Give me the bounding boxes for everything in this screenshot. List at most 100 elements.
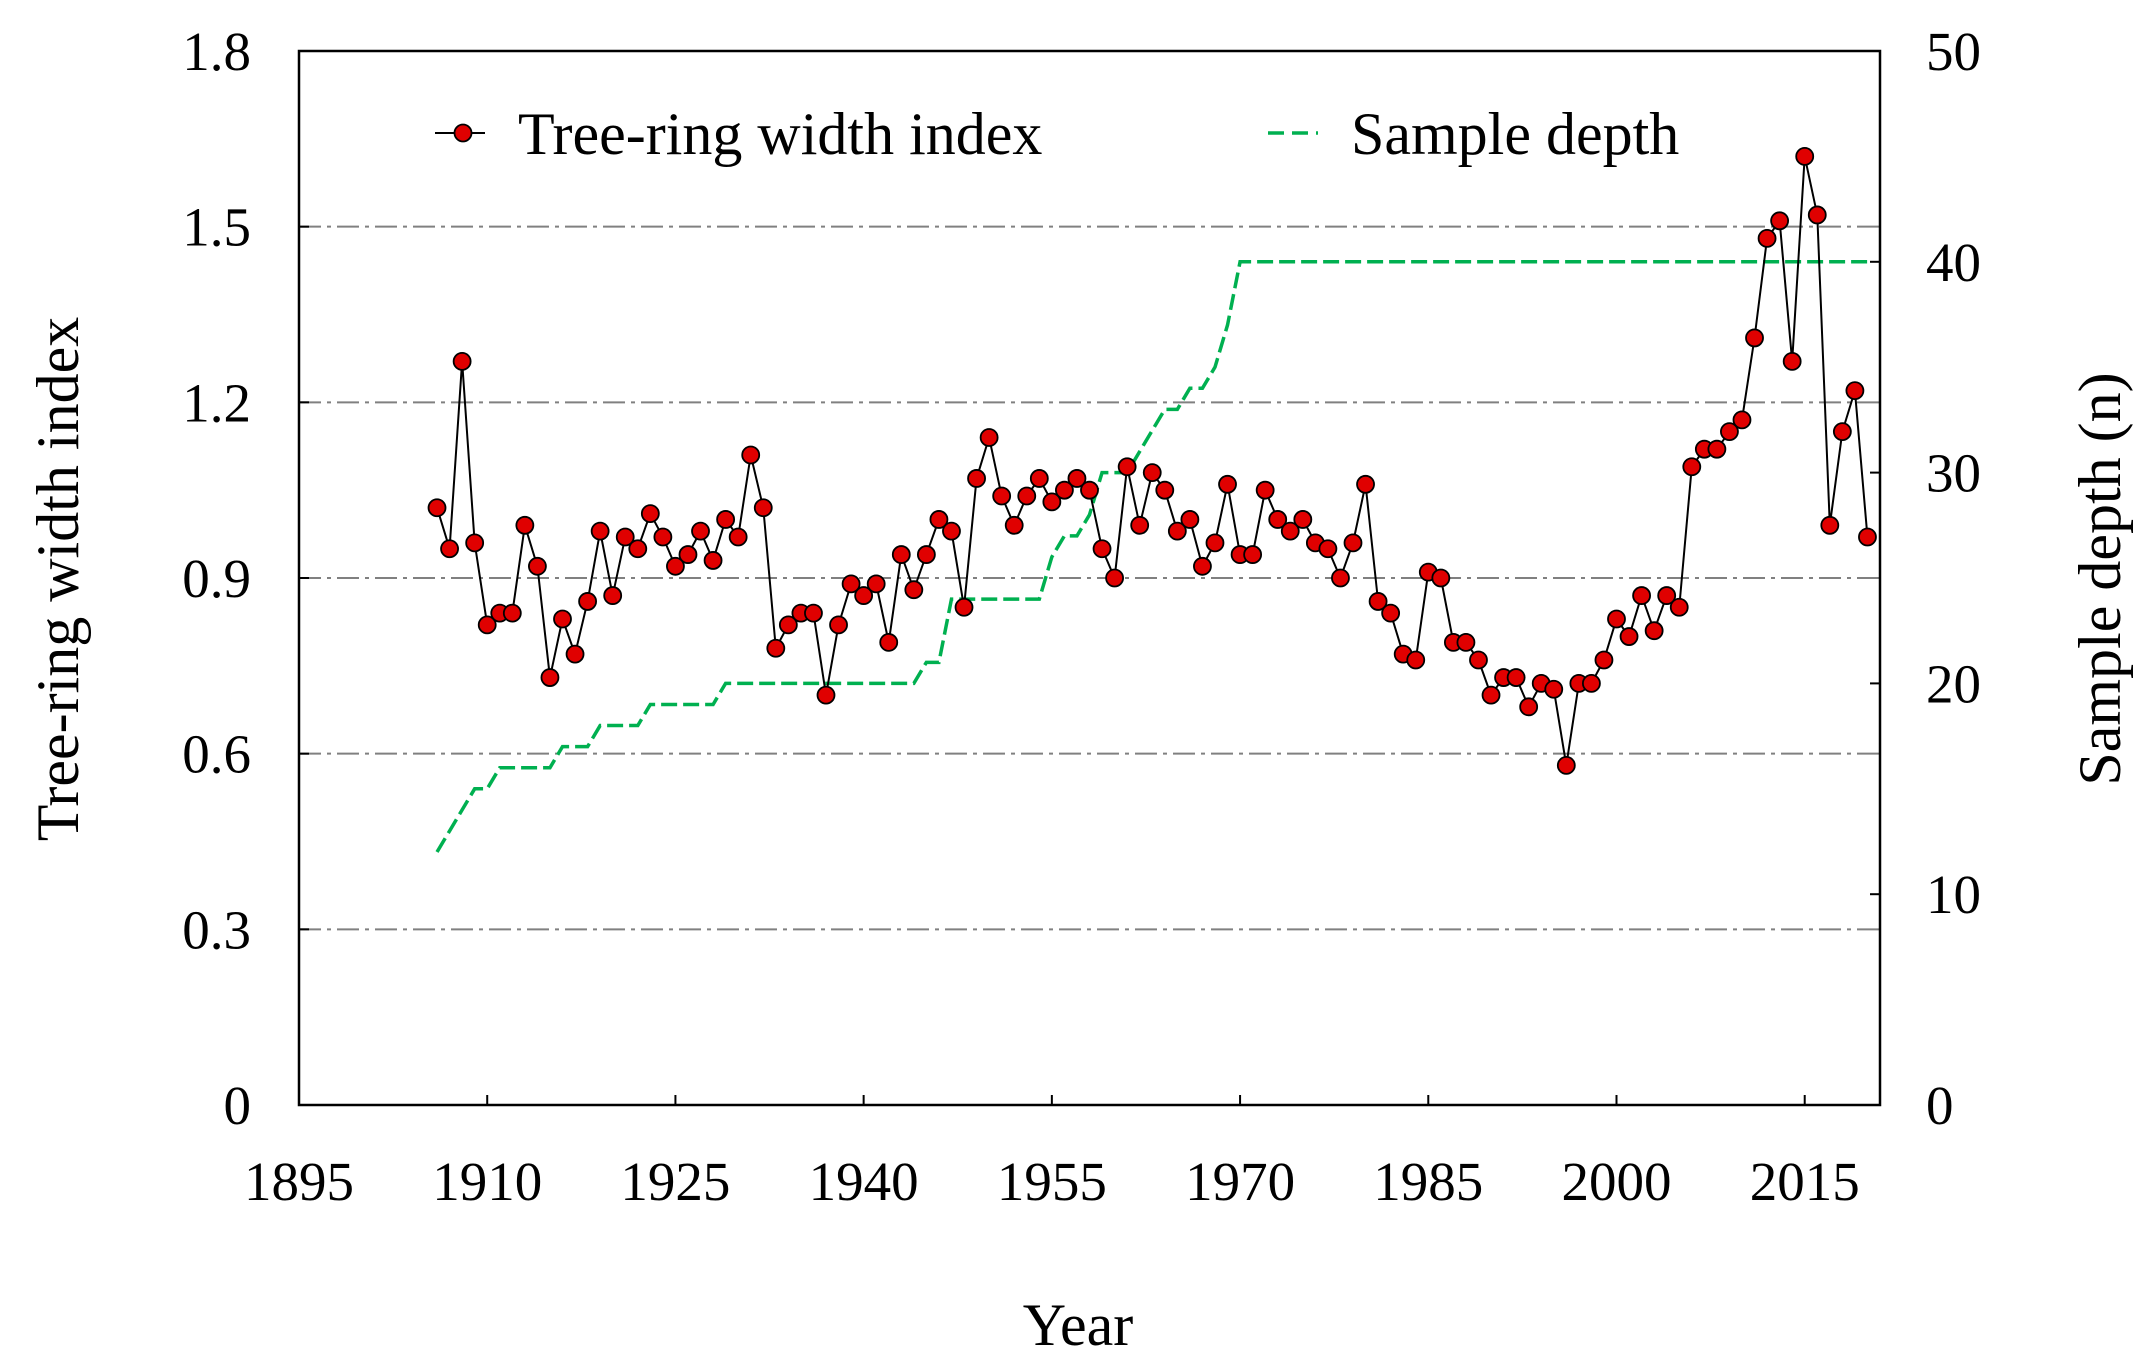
index-marker	[753, 498, 773, 518]
index-marker	[741, 445, 761, 465]
index-marker	[1205, 533, 1225, 553]
y-tick-label: 0.3	[182, 899, 251, 960]
depth-line	[435, 260, 1868, 853]
index-marker	[778, 615, 798, 635]
index-marker	[691, 521, 710, 541]
index-line	[436, 156, 1869, 766]
index-marker	[1067, 469, 1087, 488]
index-marker	[1770, 211, 1790, 231]
index-marker	[452, 351, 472, 371]
index-marker	[1682, 457, 1702, 477]
index-marker	[1807, 205, 1827, 225]
index-marker	[942, 521, 961, 541]
index-marker	[440, 539, 459, 559]
y2-tick-label: 30	[1926, 443, 1981, 504]
y2-tick-label: 20	[1926, 653, 1981, 714]
index-marker	[766, 638, 786, 658]
index-marker	[1105, 568, 1124, 588]
x-tick-label: 1940	[809, 1151, 919, 1212]
index-marker	[1193, 556, 1212, 576]
index-marker	[929, 510, 949, 529]
index-marker	[1707, 439, 1727, 459]
index-marker	[1632, 586, 1651, 605]
index-marker	[1456, 633, 1476, 652]
x-tick-label: 1985	[1373, 1151, 1483, 1212]
index-marker	[1845, 381, 1865, 401]
index-marker	[1155, 480, 1175, 500]
index-marker	[565, 644, 585, 664]
index-marker	[1481, 685, 1501, 705]
index-marker	[1757, 228, 1777, 248]
x-tick-label: 1955	[997, 1151, 1107, 1212]
index-marker	[1331, 568, 1350, 588]
legend-label: Tree-ring width index	[518, 101, 1042, 167]
index-marker	[916, 545, 936, 564]
index-marker	[1343, 533, 1363, 553]
index-marker	[816, 685, 836, 705]
index-marker	[866, 574, 886, 594]
y-axis-title: Tree-ring width index	[25, 317, 91, 841]
index-marker	[1582, 674, 1601, 693]
index-marker	[628, 539, 648, 559]
index-marker	[1029, 469, 1049, 488]
index-marker	[1594, 650, 1614, 670]
index-marker	[1042, 492, 1062, 512]
index-marker	[904, 580, 924, 600]
index-marker	[1293, 510, 1313, 529]
index-marker	[1720, 422, 1739, 442]
x-tick-label: 1895	[244, 1151, 354, 1212]
x-tick-label: 1910	[432, 1151, 542, 1212]
x-axis-title: Year	[1023, 1292, 1134, 1358]
y-tick-label: 0.6	[182, 724, 251, 785]
index-marker	[653, 527, 673, 547]
index-marker	[578, 592, 597, 611]
index-marker	[829, 615, 848, 635]
index-marker	[1745, 328, 1764, 348]
y-tick-label: 0	[224, 1075, 252, 1136]
index-marker	[477, 615, 497, 635]
index-marker	[979, 428, 999, 447]
index-marker	[1607, 609, 1626, 629]
index-marker	[540, 668, 560, 687]
index-marker	[1243, 545, 1263, 564]
index-marker	[1368, 592, 1388, 611]
index-marker	[1130, 515, 1150, 535]
y2-tick-label: 50	[1926, 21, 1981, 82]
index-marker	[1795, 146, 1815, 166]
index-marker	[1556, 755, 1576, 775]
index-marker	[553, 609, 572, 629]
index-marker	[891, 545, 911, 564]
x-tick-label: 1970	[1185, 1151, 1295, 1212]
index-marker	[678, 545, 698, 564]
index-marker	[1544, 679, 1564, 699]
index-marker	[1218, 474, 1237, 494]
index-marker	[615, 527, 635, 547]
y-tick-label: 0.9	[182, 548, 251, 609]
y2-tick-label: 40	[1926, 232, 1981, 293]
index-marker	[666, 556, 685, 576]
index-marker	[1644, 621, 1664, 641]
index-marker	[716, 510, 736, 529]
index-marker	[1732, 410, 1752, 430]
legend-marker	[453, 123, 473, 143]
index-marker	[502, 603, 522, 623]
index-marker	[703, 551, 723, 570]
index-marker	[1506, 668, 1526, 687]
index-marker	[841, 574, 861, 594]
index-marker	[804, 603, 823, 623]
index-marker	[1280, 521, 1300, 541]
index-marker	[1142, 463, 1162, 483]
index-marker	[1858, 527, 1877, 547]
index-marker	[1657, 586, 1677, 605]
index-marker	[967, 469, 986, 488]
index-marker	[1180, 510, 1200, 529]
index-marker	[1381, 603, 1401, 623]
index-marker	[1782, 351, 1802, 371]
x-tick-label: 2015	[1750, 1151, 1860, 1212]
index-marker	[1017, 486, 1037, 506]
index-marker	[854, 586, 874, 605]
index-marker	[1406, 650, 1426, 670]
index-marker	[1431, 568, 1451, 588]
index-marker	[1318, 539, 1338, 559]
